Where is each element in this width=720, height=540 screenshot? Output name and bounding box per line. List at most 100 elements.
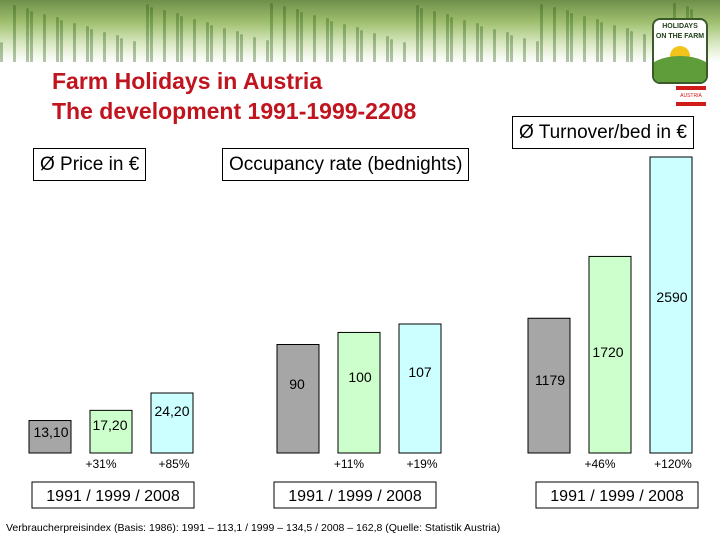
grass-blade [296,9,299,62]
grass-blade [420,8,423,62]
grass-blade [313,15,316,62]
grass-blade [236,31,239,62]
grass-blade [56,17,59,62]
bar-0-2008 [150,392,194,454]
value-label-1-1: 100 [348,369,372,385]
footnote: Verbraucherpreisindex (Basis: 1986): 199… [6,522,501,534]
grass-blade [253,37,256,62]
xlabel-box-0 [31,481,195,509]
grass-blade [30,11,33,62]
grass-blade [223,28,226,62]
grass-blade [643,34,646,62]
grass-blade [596,19,599,62]
grass-blade [613,25,616,62]
grass-blade [206,22,209,62]
value-label-0-1: 17,20 [92,417,127,433]
bar-2-1991 [527,317,571,454]
grass-blade [270,3,273,62]
grass-blade [283,6,286,62]
grass-blade [416,5,419,62]
grass-blade [330,21,333,62]
change-label-2-0: +46% [584,457,615,471]
change-label-0-0: +31% [85,457,116,471]
grass-blade [73,23,76,62]
xlabel-0: 1991 / 1999 / 2008 [46,488,180,505]
occupancy-chart-title: Occupancy rate (bednights) [222,148,470,181]
grass-blade [493,29,496,62]
grass-blade [506,32,509,62]
value-label-1-2: 107 [408,364,432,380]
grass-blade [510,35,513,62]
change-label-2-1: +120% [654,457,692,471]
change-label-0-1: +85% [158,457,189,471]
bar-1-2008 [398,323,442,454]
grass-blade [570,13,573,62]
grass-blade [390,39,393,62]
grass-blade [26,8,29,62]
grass-blade [150,7,153,62]
grass-blade [450,17,453,62]
grass-blade [163,10,166,62]
grass-blade [403,42,406,62]
bar-1-1999 [337,331,381,454]
change-label-1-0: +11% [334,457,364,471]
grass-blade [326,18,329,62]
grass-blade [210,25,213,62]
grass-blade [343,24,346,62]
grass-blade [630,31,633,62]
grass-blade [540,4,543,62]
value-label-1-0: 90 [289,376,305,392]
logo-text-bottom: ON THE FARM [655,33,705,40]
grass-blade [0,42,3,62]
grass-blade [60,20,63,62]
xlabel-2: 1991 / 1999 / 2008 [550,488,684,505]
value-label-2-2: 2590 [656,289,687,305]
grass-blade [386,36,389,62]
change-label-1-1: +19% [406,457,437,471]
title-line-1: Farm Holidays in Austria [52,68,323,94]
grass-blade [553,7,556,62]
value-label-2-1: 1720 [592,344,623,360]
turnover-chart-title: Ø Turnover/bed in € [512,116,694,149]
grass-blade [300,12,303,62]
xlabel-1: 1991 / 1999 / 2008 [288,488,422,505]
austria-flag-icon: AUSTRIA [676,86,706,106]
grass-blade [463,20,466,62]
hill-icon [654,56,706,82]
grass-blade [86,26,89,62]
bar-1-1991 [276,343,320,454]
grass-blade [583,16,586,62]
grass-blade [90,29,93,62]
grass-blade [146,4,149,62]
title-line-2: The development 1991-1999-2208 [52,98,417,124]
grass-blade [536,41,539,62]
grass-banner [0,0,720,62]
grass-blade [480,26,483,62]
grass-blade [476,23,479,62]
xlabel-box-1 [273,481,437,509]
grass-blade [180,16,183,62]
grass-blade [523,38,526,62]
xlabel-box-2 [535,481,699,509]
price-chart-title: Ø Price in € [33,148,147,181]
value-label-0-0: 13,10 [33,424,68,440]
grass-blade [600,22,603,62]
grass-blade [13,5,16,62]
grass-blade [43,14,46,62]
grass-blade [433,11,436,62]
grass-blade [356,27,359,62]
value-label-2-0: 1179 [535,372,565,388]
grass-blade [116,35,119,62]
bar-0-1991 [28,420,72,454]
grass-blade [266,40,269,62]
grass-blade [373,33,376,62]
grass-blade [240,34,243,62]
holidays-on-the-farm-logo: HOLIDAYS ON THE FARM [652,18,708,84]
logo-text-top: HOLIDAYS [662,23,698,30]
grass-blade [193,19,196,62]
grass-blade [103,32,106,62]
bar-2-1999 [588,255,632,454]
grass-blade [120,38,123,62]
grass-blade [446,14,449,62]
